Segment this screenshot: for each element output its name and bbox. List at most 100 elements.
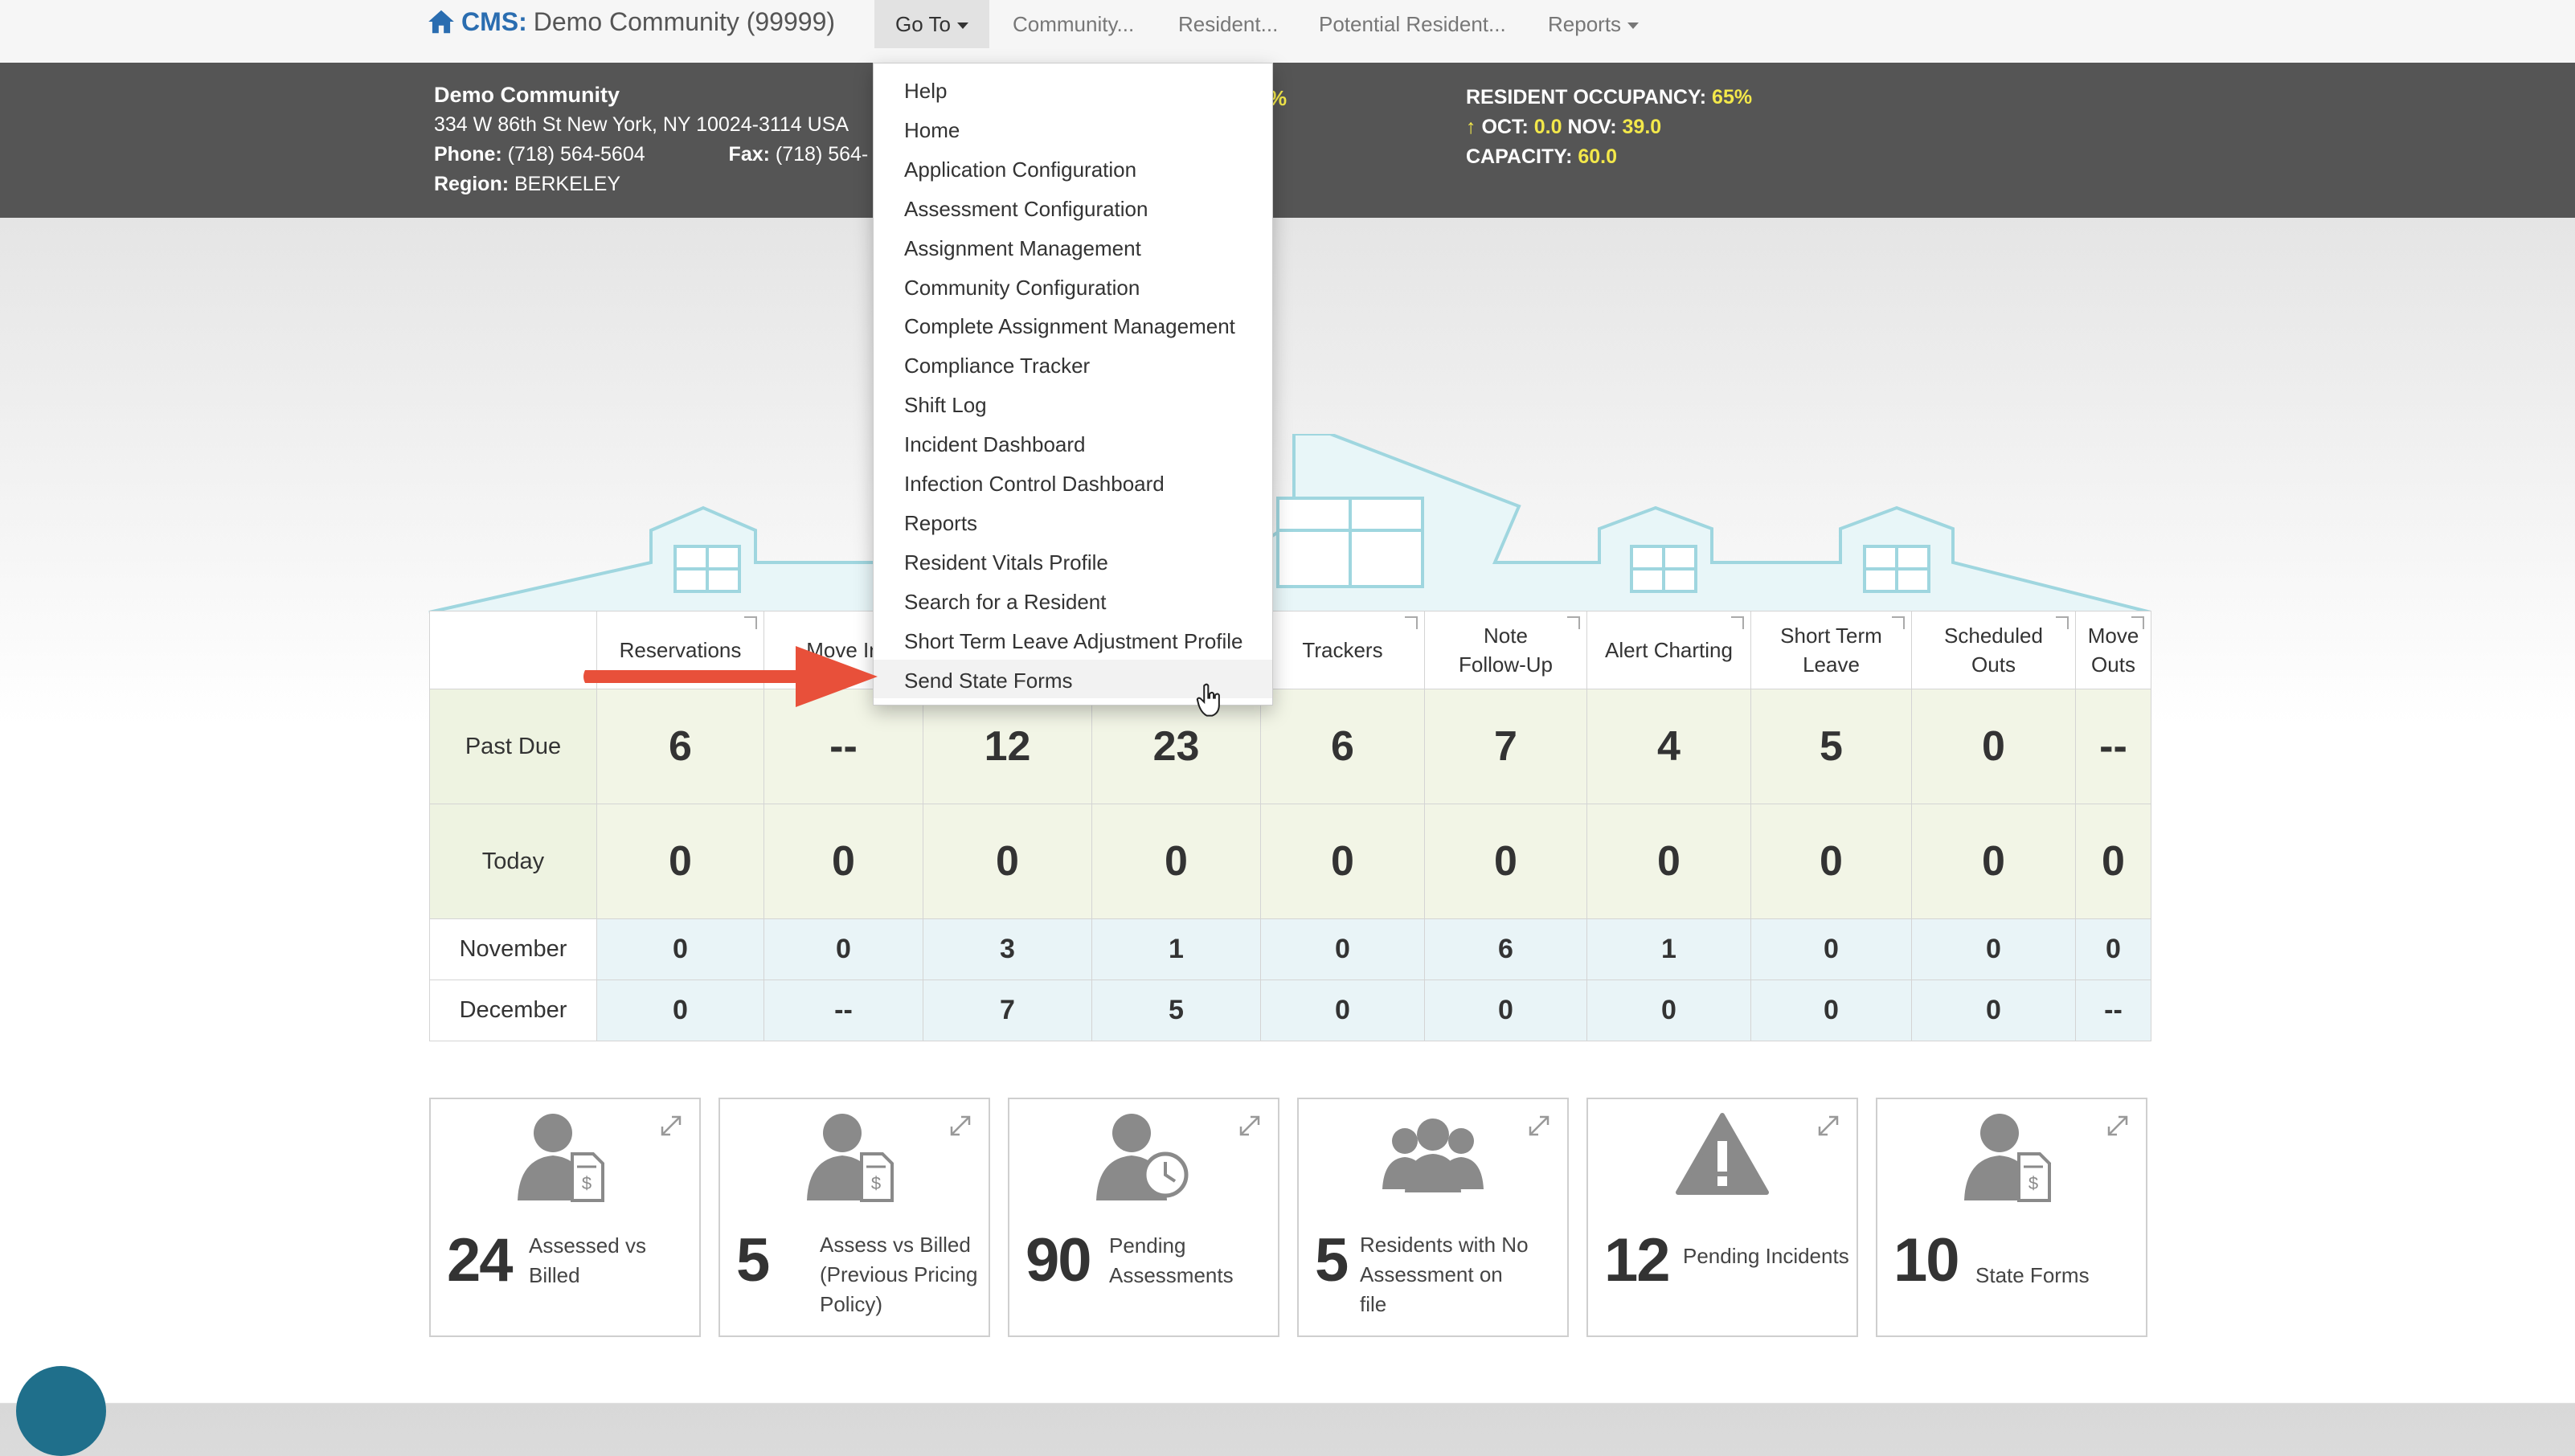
table-cell[interactable]: 0 [1911, 918, 2076, 980]
table-cell[interactable]: 0 [1911, 689, 2076, 804]
dropdown-item-shift-log[interactable]: Shift Log [904, 393, 987, 418]
community-region: Region: BERKELEY [434, 170, 868, 199]
table-cell[interactable]: 0 [1586, 980, 1751, 1041]
summary-card[interactable]: $24 Assessed vs Billed [429, 1098, 701, 1337]
dropdown-item-reports[interactable]: Reports [904, 510, 978, 535]
table-cell[interactable]: 0 [2075, 918, 2151, 980]
dropdown-item-community-configuration[interactable]: Community Configuration [904, 275, 1140, 300]
table-cell[interactable]: 12 [923, 689, 1092, 804]
dropdown-item-compliance-tracker[interactable]: Compliance Tracker [904, 354, 1091, 378]
dropdown-item-send-state-forms[interactable]: Send State Forms [904, 668, 1073, 693]
summary-card[interactable]: 12 Pending Incidents [1586, 1098, 1858, 1337]
summary-card[interactable]: $5 Assess vs Billed (Previous Pricing Pol… [718, 1098, 990, 1337]
table-cell[interactable]: 0 [1260, 804, 1425, 919]
dropdown-item-assessment-configuration[interactable]: Assessment Configuration [904, 196, 1148, 221]
table-cell[interactable]: 5 [1750, 689, 1912, 804]
table-cell[interactable]: 6 [1260, 689, 1425, 804]
table-cell[interactable]: 0 [596, 980, 764, 1041]
nav-community-menu[interactable]: Community... [1013, 12, 1135, 36]
table-cell[interactable]: 0 [596, 918, 764, 980]
summary-card[interactable]: 90 Pending Assessments [1008, 1098, 1279, 1337]
column-header[interactable]: Short Term Leave [1750, 611, 1912, 689]
expand-icon[interactable] [2056, 616, 2069, 629]
table-cell[interactable]: 0 [1750, 918, 1912, 980]
expand-icon[interactable] [1405, 616, 1418, 629]
table-cell[interactable]: 1 [1091, 918, 1261, 980]
expand-icon[interactable] [1238, 1114, 1262, 1138]
table-cell[interactable]: 6 [596, 689, 764, 804]
table-cell[interactable]: 0 [1260, 980, 1425, 1041]
chevron-down-icon [956, 22, 968, 30]
column-header-label: Leave [1803, 652, 1860, 677]
table-cell[interactable]: 6 [1424, 918, 1587, 980]
summary-card[interactable]: 5 Residents with No Assessment on file [1297, 1098, 1569, 1337]
column-header[interactable]: Trackers [1260, 611, 1425, 689]
table-cell[interactable]: 0 [1260, 918, 1425, 980]
table-cell[interactable]: 0 [1911, 804, 2076, 919]
card-count: 5 [736, 1226, 770, 1294]
column-header[interactable]: Alert Charting [1586, 611, 1751, 689]
nav-goto-menu[interactable]: Go To [874, 0, 989, 48]
expand-icon[interactable] [1567, 616, 1580, 629]
dropdown-item-help[interactable]: Help [904, 79, 948, 103]
dropdown-item-resident-vitals-profile[interactable]: Resident Vitals Profile [904, 550, 1108, 575]
table-cell[interactable]: 7 [923, 980, 1092, 1041]
top-navbar: CMS: Demo Community (99999) Go To Commun… [0, 0, 2575, 63]
dropdown-item-search-for-a-resident[interactable]: Search for a Resident [904, 589, 1107, 614]
table-cell[interactable]: 3 [923, 918, 1092, 980]
card-count: 5 [1315, 1226, 1349, 1294]
table-cell[interactable]: -- [763, 689, 923, 804]
expand-icon[interactable] [2106, 1114, 2130, 1138]
table-cell[interactable]: 1 [1586, 918, 1751, 980]
table-cell[interactable]: -- [2075, 980, 2151, 1041]
expand-icon[interactable] [2131, 616, 2144, 629]
table-cell[interactable]: 0 [1424, 804, 1587, 919]
expand-icon[interactable] [1892, 616, 1905, 629]
table-cell[interactable]: 0 [1911, 980, 2076, 1041]
expand-icon[interactable] [948, 1114, 972, 1138]
region-label: Region: [434, 173, 510, 195]
table-cell[interactable]: 0 [763, 918, 923, 980]
nav-potential-resident-menu[interactable]: Potential Resident... [1319, 12, 1506, 36]
dropdown-item-application-configuration[interactable]: Application Configuration [904, 157, 1137, 182]
dropdown-item-complete-assignment-management[interactable]: Complete Assignment Management [904, 314, 1235, 339]
brand[interactable]: CMS: Demo Community (99999) [426, 6, 835, 37]
card-count: 10 [1893, 1226, 1960, 1294]
summary-card[interactable]: $10 State Forms [1876, 1098, 2147, 1337]
expand-icon[interactable] [1527, 1114, 1551, 1138]
table-cell[interactable]: 7 [1424, 689, 1587, 804]
card-count: 90 [1025, 1226, 1092, 1294]
nav-resident-menu[interactable]: Resident... [1178, 12, 1279, 36]
table-cell[interactable]: 0 [1750, 804, 1912, 919]
dropdown-item-home[interactable]: Home [904, 117, 960, 142]
dropdown-item-incident-dashboard[interactable]: Incident Dashboard [904, 432, 1086, 457]
oct-value: 0.0 [1533, 116, 1562, 138]
column-header[interactable]: Note Follow-Up [1424, 611, 1587, 689]
expand-icon[interactable] [744, 616, 757, 629]
table-cell[interactable]: -- [2075, 689, 2151, 804]
column-header[interactable]: Move Outs [2075, 611, 2151, 689]
dropdown-item-infection-control-dashboard[interactable]: Infection Control Dashboard [904, 472, 1165, 496]
table-cell[interactable]: -- [763, 980, 923, 1041]
table-cell[interactable]: 0 [763, 804, 923, 919]
table-cell[interactable]: 0 [2075, 804, 2151, 919]
table-cell[interactable]: 0 [1091, 804, 1261, 919]
table-cell[interactable]: 0 [1424, 980, 1587, 1041]
table-cell[interactable]: 4 [1586, 689, 1751, 804]
column-header[interactable]: Scheduled Outs [1911, 611, 2076, 689]
nav-reports-menu[interactable]: Reports [1548, 0, 1640, 48]
table-cell[interactable]: 0 [1586, 804, 1751, 919]
warning-icon [1670, 1109, 1775, 1205]
expand-icon[interactable] [659, 1114, 683, 1138]
expand-icon[interactable] [1816, 1114, 1840, 1138]
dropdown-item-assignment-management[interactable]: Assignment Management [904, 235, 1141, 260]
expand-icon[interactable] [1731, 616, 1744, 629]
table-cell[interactable]: 0 [1750, 980, 1912, 1041]
community-name: Demo Community [434, 83, 620, 107]
help-chat-button[interactable] [16, 1366, 106, 1456]
table-cell[interactable]: 0 [596, 804, 764, 919]
table-cell[interactable]: 5 [1091, 980, 1261, 1041]
table-cell[interactable]: 0 [923, 804, 1092, 919]
dropdown-item-short-term-leave-adjustment-profile[interactable]: Short Term Leave Adjustment Profile [904, 628, 1243, 653]
table-cell[interactable]: 23 [1091, 689, 1261, 804]
